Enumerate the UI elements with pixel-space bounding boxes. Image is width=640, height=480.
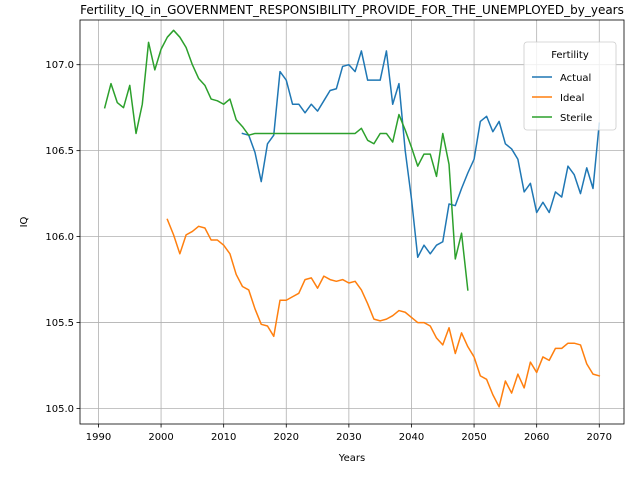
x-axis-label: Years — [338, 453, 365, 464]
x-tick-label: 2000 — [148, 432, 173, 443]
chart-title: Fertility_IQ_in_GOVERNMENT_RESPONSIBILIT… — [80, 3, 624, 17]
y-tick-label: 106.0 — [45, 232, 74, 243]
x-tick-label: 2040 — [399, 432, 424, 443]
legend-label-ideal: Ideal — [560, 93, 584, 104]
y-tick-label: 105.0 — [45, 404, 74, 415]
legend: Fertility Actual Ideal Sterile — [524, 42, 616, 130]
x-tick-label: 2010 — [211, 432, 236, 443]
x-tick-label: 2060 — [524, 432, 549, 443]
legend-label-actual: Actual — [560, 73, 591, 84]
legend-label-sterile: Sterile — [560, 113, 592, 124]
x-tick-label: 2020 — [274, 432, 299, 443]
x-tick-label: 2070 — [587, 432, 612, 443]
x-tick-label: 2030 — [336, 432, 361, 443]
x-tick-label: 2050 — [461, 432, 486, 443]
x-tick-label: 1990 — [86, 432, 111, 443]
y-tick-label: 107.0 — [45, 60, 74, 71]
legend-title: Fertility — [551, 50, 589, 61]
y-tick-label: 106.5 — [45, 146, 74, 157]
y-axis-label: IQ — [19, 216, 30, 227]
y-tick-label: 105.5 — [45, 318, 74, 329]
